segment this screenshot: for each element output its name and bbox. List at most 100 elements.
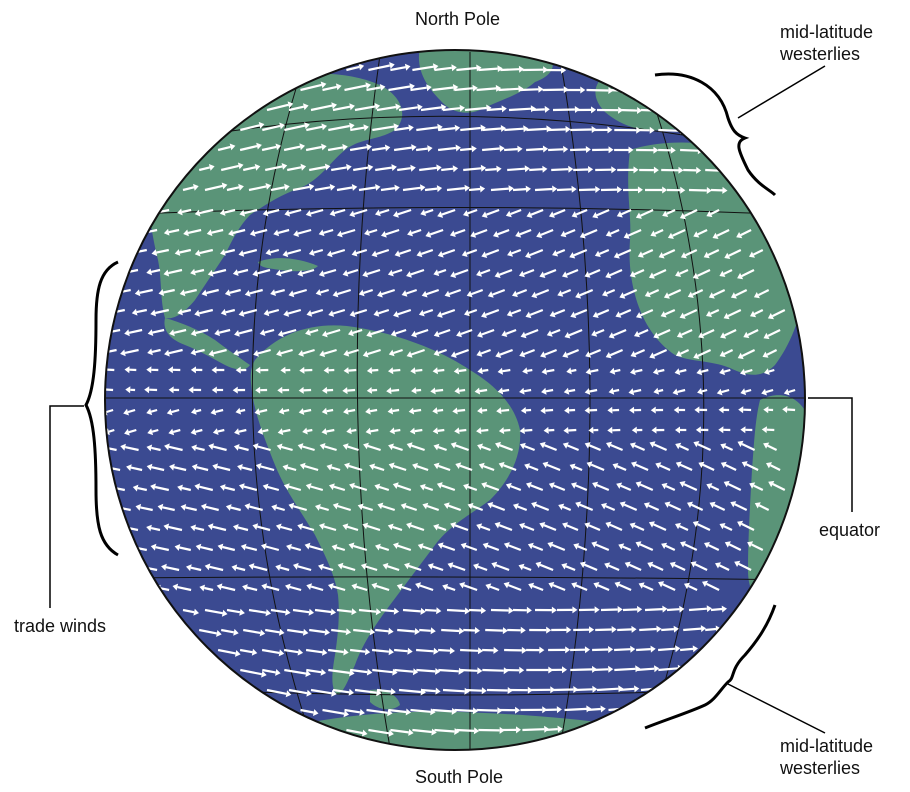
wind-arrow-head-icon bbox=[279, 628, 285, 636]
wind-arrow-icon bbox=[128, 328, 143, 334]
wind-arrow-head-icon bbox=[531, 291, 538, 299]
wind-arrow-icon bbox=[366, 268, 381, 276]
leader-trade-winds bbox=[49, 405, 84, 608]
wind-arrow-head-icon bbox=[516, 726, 521, 734]
wind-arrow-icon bbox=[501, 408, 510, 412]
wind-arrow-icon bbox=[332, 585, 346, 592]
wind-arrow-icon bbox=[392, 525, 403, 532]
wind-arrow-head-icon bbox=[430, 627, 436, 635]
wind-arrow-icon bbox=[309, 628, 326, 634]
wind-arrow-icon bbox=[757, 289, 770, 297]
wind-arrow-head-icon bbox=[419, 483, 426, 491]
wind-arrow-head-icon bbox=[588, 426, 594, 434]
wind-arrow-icon bbox=[665, 544, 676, 552]
wind-arrow-head-icon bbox=[443, 502, 450, 509]
land-greenland bbox=[418, 50, 553, 113]
wind-arrow-icon bbox=[432, 86, 454, 92]
wind-arrow-head-icon bbox=[427, 145, 433, 152]
wind-arrow-head-icon bbox=[628, 388, 635, 396]
wind-arrow-icon bbox=[438, 648, 451, 652]
wind-arrow-icon bbox=[653, 268, 667, 277]
wind-arrow-head-icon bbox=[541, 387, 547, 395]
wind-arrow-head-icon bbox=[608, 387, 615, 395]
wind-arrow-icon bbox=[679, 463, 693, 472]
wind-arrow-icon bbox=[498, 87, 519, 92]
wind-arrow-icon bbox=[617, 248, 632, 257]
wind-arrow-head-icon bbox=[319, 523, 325, 530]
wind-arrow-head-icon bbox=[635, 212, 642, 219]
wind-arrow-icon bbox=[696, 523, 711, 531]
wind-arrow-head-icon bbox=[357, 503, 364, 511]
wind-arrow-icon bbox=[168, 348, 183, 355]
wind-arrow-icon bbox=[622, 608, 638, 612]
wind-arrow-icon bbox=[195, 446, 205, 452]
wind-arrow-head-icon bbox=[105, 328, 111, 336]
wind-arrow-head-icon bbox=[513, 503, 519, 510]
label-midlat-westerlies-top: mid-latitude westerlies bbox=[780, 21, 873, 65]
wind-arrow-head-icon bbox=[564, 332, 571, 339]
wind-arrow-head-icon bbox=[321, 143, 327, 151]
wind-arrow-head-icon bbox=[471, 145, 477, 153]
wind-arrow-icon bbox=[195, 328, 209, 335]
label-midlat-westerlies-bottom: mid-latitude westerlies bbox=[780, 735, 873, 779]
wind-arrow-icon bbox=[398, 248, 412, 255]
wind-arrow-icon bbox=[330, 466, 341, 472]
wind-arrow-head-icon bbox=[200, 503, 207, 511]
wind-arrow-head-icon bbox=[306, 689, 312, 697]
wind-arrow-icon bbox=[573, 168, 589, 172]
wind-arrow-icon bbox=[666, 608, 680, 612]
wind-arrow-icon bbox=[766, 349, 778, 356]
wind-arrow-icon bbox=[200, 546, 214, 552]
wind-arrow-head-icon bbox=[708, 292, 715, 299]
wind-arrow-head-icon bbox=[393, 311, 399, 318]
wind-arrow-icon bbox=[394, 126, 410, 132]
wind-arrow-head-icon bbox=[630, 368, 636, 376]
wind-arrow-icon bbox=[194, 268, 205, 274]
wind-arrow-icon bbox=[459, 428, 467, 432]
wind-arrow-head-icon bbox=[193, 183, 199, 191]
globe-outline bbox=[104, 49, 806, 751]
label-south-pole: South Pole bbox=[415, 767, 504, 787]
wind-arrow-head-icon bbox=[584, 271, 591, 278]
wind-arrow-head-icon bbox=[258, 121, 265, 129]
wind-arrow-head-icon bbox=[449, 647, 455, 655]
wind-arrow-head-icon bbox=[508, 607, 514, 614]
wind-arrow-icon bbox=[442, 248, 456, 256]
wind-arrow-head-icon bbox=[562, 351, 569, 358]
wind-arrow-head-icon bbox=[416, 250, 423, 258]
wind-arrow-icon bbox=[481, 328, 495, 336]
wind-arrow-head-icon bbox=[364, 229, 370, 236]
wind-arrow-icon bbox=[612, 328, 627, 337]
wind-arrow-icon bbox=[620, 208, 632, 216]
wind-arrow-icon bbox=[483, 465, 495, 472]
wind-arrow-icon bbox=[574, 308, 588, 316]
wind-arrow-head-icon bbox=[393, 607, 400, 615]
wind-arrow-head-icon bbox=[737, 352, 744, 360]
wind-arrow-icon bbox=[683, 627, 702, 632]
wind-arrow-icon bbox=[292, 608, 310, 614]
wind-arrow-head-icon bbox=[539, 271, 546, 278]
wind-arrow-head-icon bbox=[653, 387, 660, 395]
wind-arrow-icon bbox=[526, 127, 547, 132]
wind-arrow-icon bbox=[679, 368, 687, 373]
wind-arrow-icon bbox=[224, 248, 236, 254]
wind-arrow-icon bbox=[262, 428, 269, 433]
wind-arrow-head-icon bbox=[331, 102, 337, 109]
wind-arrow-head-icon bbox=[565, 125, 571, 133]
wind-arrow-head-icon bbox=[571, 185, 577, 193]
wind-arrow-head-icon bbox=[194, 249, 201, 257]
wind-arrow-icon bbox=[528, 465, 539, 472]
wind-arrow-head-icon bbox=[319, 443, 326, 450]
parallel-60n bbox=[174, 115, 741, 146]
wind-arrow-head-icon bbox=[375, 209, 381, 217]
wind-arrow-head-icon bbox=[477, 367, 483, 375]
wind-arrow-head-icon bbox=[476, 523, 483, 530]
wind-arrow-icon bbox=[543, 268, 557, 276]
wind-arrow-icon bbox=[589, 348, 602, 356]
wind-arrow-head-icon bbox=[256, 142, 262, 150]
wind-arrow-icon bbox=[245, 546, 258, 552]
wind-arrow-icon bbox=[579, 503, 594, 512]
wind-arrow-icon bbox=[592, 668, 609, 672]
wind-arrow-icon bbox=[320, 288, 330, 294]
wind-arrow-head-icon bbox=[454, 387, 460, 395]
